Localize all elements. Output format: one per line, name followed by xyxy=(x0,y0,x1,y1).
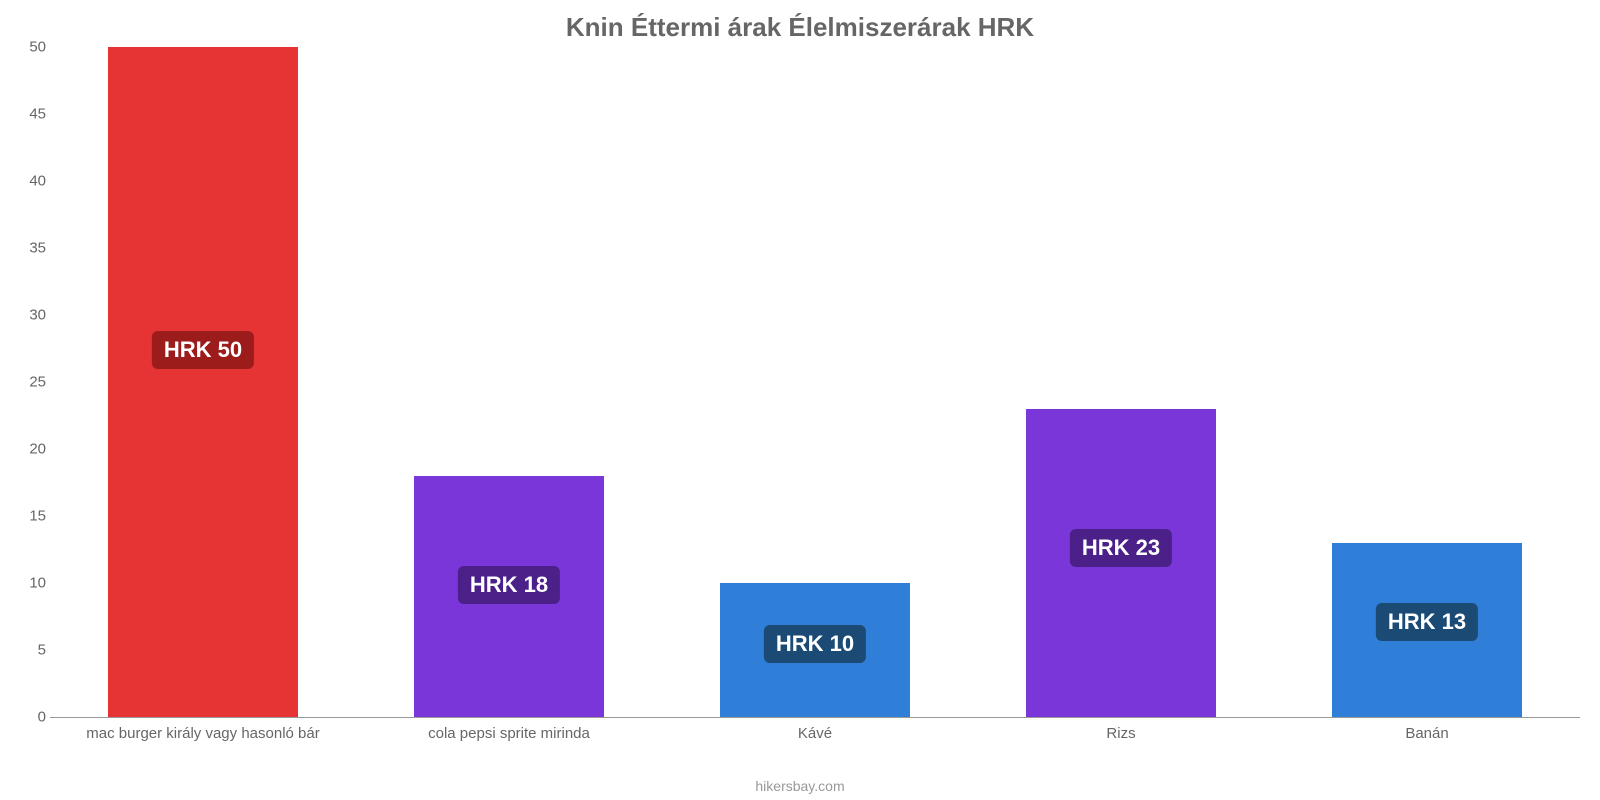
y-tick-label: 40 xyxy=(8,173,46,190)
plot-area: 05101520253035404550mac burger király va… xyxy=(50,48,1580,718)
chart-container: Knin Éttermi árak Élelmiszerárak HRK 051… xyxy=(0,0,1600,800)
value-badge: HRK 18 xyxy=(458,566,560,604)
value-badge: HRK 10 xyxy=(764,625,866,663)
credit-text: hikersbay.com xyxy=(0,778,1600,794)
y-tick-label: 5 xyxy=(8,642,46,659)
y-tick-label: 35 xyxy=(8,240,46,257)
x-tick-label: Kávé xyxy=(662,725,968,742)
y-tick-label: 25 xyxy=(8,374,46,391)
x-tick-label: Banán xyxy=(1274,725,1580,742)
y-tick-label: 20 xyxy=(8,441,46,458)
value-badge: HRK 50 xyxy=(152,331,254,369)
value-badge: HRK 23 xyxy=(1070,529,1172,567)
y-tick-label: 45 xyxy=(8,106,46,123)
bar xyxy=(108,47,298,717)
x-tick-label: cola pepsi sprite mirinda xyxy=(356,725,662,742)
y-tick-label: 10 xyxy=(8,575,46,592)
chart-title: Knin Éttermi árak Élelmiszerárak HRK xyxy=(0,12,1600,43)
y-tick-label: 30 xyxy=(8,307,46,324)
x-tick-label: Rizs xyxy=(968,725,1274,742)
y-tick-label: 50 xyxy=(8,39,46,56)
y-tick-label: 0 xyxy=(8,709,46,726)
x-tick-label: mac burger király vagy hasonló bár xyxy=(50,725,356,742)
y-tick-label: 15 xyxy=(8,508,46,525)
value-badge: HRK 13 xyxy=(1376,603,1478,641)
